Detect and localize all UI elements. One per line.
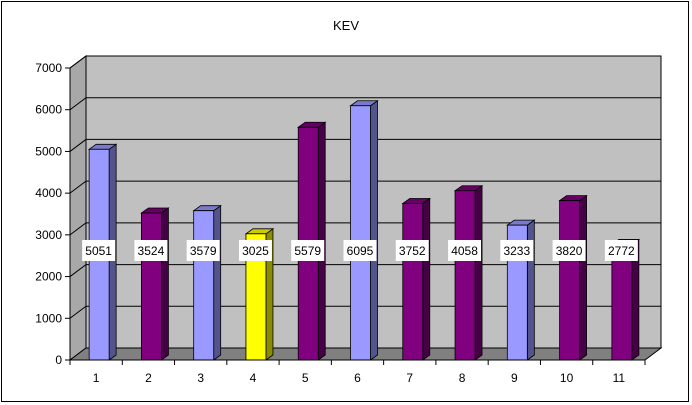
data-label: 6095 xyxy=(347,244,374,258)
data-label-box xyxy=(448,240,482,261)
bar xyxy=(558,194,588,361)
x-tick-label: 5 xyxy=(302,371,309,385)
y-tick-label: 3000 xyxy=(35,228,62,242)
x-tick-label: 6 xyxy=(354,371,361,385)
bar xyxy=(349,99,379,361)
data-label: 3025 xyxy=(242,244,269,258)
data-label: 3233 xyxy=(503,244,530,258)
data-label-box xyxy=(186,240,220,261)
x-tick-label: 3 xyxy=(197,371,204,385)
data-label: 5051 xyxy=(85,244,112,258)
gridline xyxy=(69,180,661,194)
side-wall xyxy=(69,55,87,361)
data-label: 3524 xyxy=(138,244,165,258)
data-label-box xyxy=(343,240,377,261)
gridline xyxy=(69,138,661,152)
data-label-box xyxy=(395,240,429,261)
x-tick-label: 7 xyxy=(406,371,413,385)
bar xyxy=(192,204,222,361)
data-label-box xyxy=(238,240,272,261)
y-tick-label: 5000 xyxy=(35,144,62,158)
gridline xyxy=(69,55,661,69)
x-tick-label: 8 xyxy=(459,371,466,385)
data-label-box xyxy=(134,240,168,261)
x-tick-label: 1 xyxy=(93,371,100,385)
x-tick-label: 9 xyxy=(511,371,518,385)
bar xyxy=(401,197,432,361)
x-tick-label: 2 xyxy=(145,371,152,385)
y-tick-label: 6000 xyxy=(35,103,62,117)
data-label: 3820 xyxy=(556,244,583,258)
x-tick-label: 10 xyxy=(560,371,574,385)
data-label: 2772 xyxy=(608,244,635,258)
gridline xyxy=(69,97,661,111)
data-label: 5579 xyxy=(294,244,321,258)
chart-title: KEV xyxy=(333,18,359,33)
y-tick-label: 7000 xyxy=(35,61,62,75)
bar xyxy=(244,228,275,361)
data-label-box xyxy=(604,240,638,261)
y-tick-label: 1000 xyxy=(35,311,62,325)
data-label: 4058 xyxy=(451,244,478,258)
y-tick-label: 0 xyxy=(55,353,62,367)
bar xyxy=(610,238,641,361)
data-label-box xyxy=(552,240,586,261)
bar xyxy=(453,184,484,361)
data-label-box xyxy=(82,240,116,261)
data-label-box xyxy=(291,240,325,261)
x-tick-label: 11 xyxy=(613,371,626,385)
x-tick-label: 4 xyxy=(250,371,257,385)
y-tick-label: 2000 xyxy=(35,270,62,284)
bar xyxy=(140,207,170,361)
data-label-box xyxy=(500,240,534,261)
y-tick-label: 4000 xyxy=(35,186,62,200)
data-label: 3752 xyxy=(399,244,426,258)
data-label: 3579 xyxy=(190,244,217,258)
